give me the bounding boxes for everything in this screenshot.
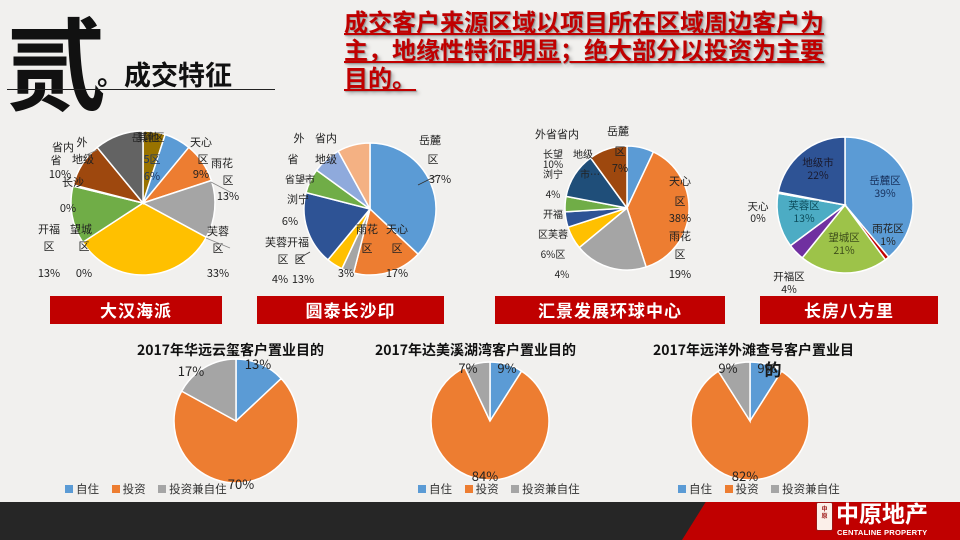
svg-text:区: 区 bbox=[362, 240, 373, 256]
svg-text:岳麓区: 岳麓区 bbox=[132, 129, 165, 145]
svg-text:外: 外 bbox=[77, 134, 88, 150]
svg-text:地级: 地级 bbox=[315, 151, 337, 167]
svg-text:4%: 4% bbox=[272, 271, 288, 287]
svg-text:岳麓: 岳麓 bbox=[607, 123, 629, 139]
svg-text:21%: 21% bbox=[833, 243, 855, 258]
svg-text:开福: 开福 bbox=[543, 206, 563, 221]
svg-text:5区: 5区 bbox=[143, 151, 160, 167]
svg-text:区: 区 bbox=[392, 240, 403, 256]
svg-text:1%: 1% bbox=[880, 234, 896, 249]
svg-text:38%: 38% bbox=[669, 210, 691, 226]
svg-text:区: 区 bbox=[675, 246, 686, 262]
svg-text:天心: 天心 bbox=[669, 173, 691, 189]
svg-text:区: 区 bbox=[44, 238, 55, 254]
svg-text:雨花: 雨花 bbox=[356, 221, 378, 237]
svg-text:外: 外 bbox=[294, 130, 305, 146]
svg-text:7%: 7% bbox=[458, 358, 477, 377]
svg-text:长沙: 长沙 bbox=[62, 174, 84, 190]
svg-text:13%: 13% bbox=[217, 188, 239, 204]
svg-text:芙蓉开福: 芙蓉开福 bbox=[265, 234, 309, 250]
svg-text:22%: 22% bbox=[807, 168, 829, 183]
svg-text:省: 省 bbox=[288, 151, 299, 167]
svg-text:37%: 37% bbox=[429, 171, 451, 187]
svg-text:…: … bbox=[300, 171, 310, 186]
svg-text:17%: 17% bbox=[386, 265, 408, 281]
svg-text:区: 区 bbox=[278, 251, 289, 267]
svg-text:9%: 9% bbox=[718, 358, 737, 377]
svg-text:0%: 0% bbox=[76, 265, 92, 281]
svg-text:6%: 6% bbox=[144, 168, 160, 184]
svg-text:9%: 9% bbox=[497, 358, 516, 377]
svg-text:浏宁: 浏宁 bbox=[287, 191, 309, 207]
svg-text:开福: 开福 bbox=[38, 221, 60, 237]
svg-text:区: 区 bbox=[213, 240, 224, 256]
svg-text:市…: 市… bbox=[580, 166, 600, 181]
svg-text:外省省内: 外省省内 bbox=[535, 126, 579, 142]
svg-text:13%: 13% bbox=[793, 211, 815, 226]
svg-text:浏宁: 浏宁 bbox=[543, 166, 563, 181]
svg-text:区: 区 bbox=[198, 151, 209, 167]
svg-text:区: 区 bbox=[223, 172, 234, 188]
svg-text:区: 区 bbox=[615, 143, 626, 159]
svg-text:区芙蓉: 区芙蓉 bbox=[538, 226, 568, 241]
svg-text:望城: 望城 bbox=[70, 221, 92, 237]
svg-text:0%: 0% bbox=[60, 200, 76, 216]
svg-text:3%: 3% bbox=[338, 265, 354, 281]
svg-text:7%: 7% bbox=[612, 160, 628, 176]
svg-text:区: 区 bbox=[79, 238, 90, 254]
svg-text:雨花: 雨花 bbox=[211, 155, 233, 171]
svg-text:天心: 天心 bbox=[386, 221, 408, 237]
svg-text:6%区: 6%区 bbox=[541, 246, 566, 261]
svg-text:4%: 4% bbox=[546, 186, 561, 201]
svg-text:天心: 天心 bbox=[190, 134, 212, 150]
svg-text:19%: 19% bbox=[669, 266, 691, 282]
svg-text:区: 区 bbox=[675, 193, 686, 209]
svg-text:17%: 17% bbox=[178, 361, 204, 380]
svg-text:区: 区 bbox=[295, 251, 306, 267]
svg-text:区: 区 bbox=[428, 151, 439, 167]
svg-text:芙蓉: 芙蓉 bbox=[207, 223, 229, 239]
svg-text:6%: 6% bbox=[282, 213, 298, 229]
svg-text:9%: 9% bbox=[193, 166, 209, 182]
svg-text:33%: 33% bbox=[207, 265, 229, 281]
svg-text:雨花: 雨花 bbox=[669, 228, 691, 244]
svg-text:0%: 0% bbox=[750, 211, 766, 226]
svg-text:地级: 地级 bbox=[573, 146, 593, 161]
svg-text:13%: 13% bbox=[292, 271, 314, 287]
svg-text:4%: 4% bbox=[555, 266, 570, 281]
svg-text:39%: 39% bbox=[874, 186, 896, 201]
svg-text:4%: 4% bbox=[781, 282, 797, 297]
svg-text:省内: 省内 bbox=[315, 130, 337, 146]
svg-text:13%: 13% bbox=[38, 265, 60, 281]
svg-text:岳麓: 岳麓 bbox=[419, 132, 441, 148]
